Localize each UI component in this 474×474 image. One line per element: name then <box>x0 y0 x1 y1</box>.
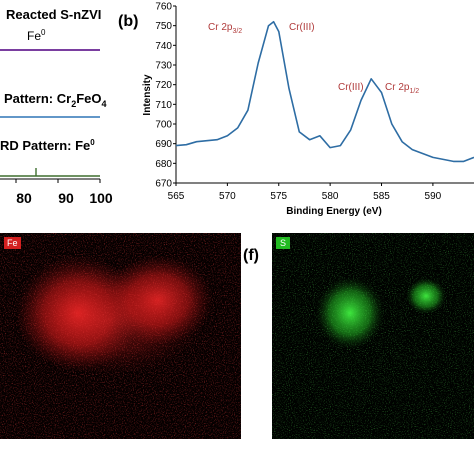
panel-a-tick-80: 80 <box>16 190 32 206</box>
s-element-badge <box>276 237 290 249</box>
y-tick-label: 690 <box>155 139 172 150</box>
y-tick-label: 680 <box>155 159 172 170</box>
y-tick-label: 720 <box>155 80 172 91</box>
panel-f-s-map: (f) S <box>243 233 474 439</box>
panel-f-label: (f) <box>243 247 259 264</box>
y-tick-label: 710 <box>155 100 172 111</box>
panel-a-tick-100: 100 <box>89 190 113 206</box>
fe-element-label: Fe <box>7 238 18 248</box>
x-axis-label: Binding Energy (eV) <box>286 206 382 217</box>
y-tick-label: 670 <box>155 179 172 190</box>
panel-a: Reacted S-nZVI Fe0 Pattern: Cr2FeO4 RD P… <box>0 7 113 206</box>
label-cr2feo4: Pattern: Cr2FeO4 <box>4 91 107 109</box>
y-tick-label: 750 <box>155 21 172 32</box>
y-tick-label: 700 <box>155 120 172 131</box>
y-tick-label: 730 <box>155 61 172 72</box>
fe-element-badge <box>4 237 21 249</box>
label-xrd-fe0: RD Pattern: Fe0 <box>0 138 95 153</box>
annotation-cr2p32: Cr 2p3/2 <box>208 22 242 35</box>
x-tick-label: 590 <box>425 191 442 202</box>
x-tick-label: 565 <box>168 191 185 202</box>
panel-b: (b) 670 680 690 700 710 720 730 740 750 760 565 570… <box>118 2 474 217</box>
y-tick-label: 740 <box>155 41 172 52</box>
x-tick-label: 575 <box>270 191 287 202</box>
panel-a-tick-90: 90 <box>58 190 74 206</box>
y-axis-label: Intensity <box>142 74 153 116</box>
panel-e-fe-map: Fe <box>0 233 241 439</box>
x-tick-label: 580 <box>322 191 339 202</box>
x-tick-label: 585 <box>373 191 390 202</box>
y-tick-label: 760 <box>155 2 172 13</box>
label-reacted: Reacted S-nZVI <box>6 7 101 22</box>
x-tick-label: 570 <box>219 191 236 202</box>
panel-b-label: (b) <box>118 13 138 30</box>
annotation-cr3-left: Cr(III) <box>289 22 315 33</box>
s-element-label: S <box>280 238 286 248</box>
annotation-cr3-right: Cr(III) <box>338 82 364 93</box>
xps-series-line <box>175 20 474 163</box>
label-fe0: Fe0 <box>27 28 46 43</box>
annotation-cr2p12: Cr 2p1/2 <box>385 82 419 95</box>
xps-plot-area: 670 680 690 700 710 720 730 740 750 760 565 570 575 5… <box>155 2 474 202</box>
